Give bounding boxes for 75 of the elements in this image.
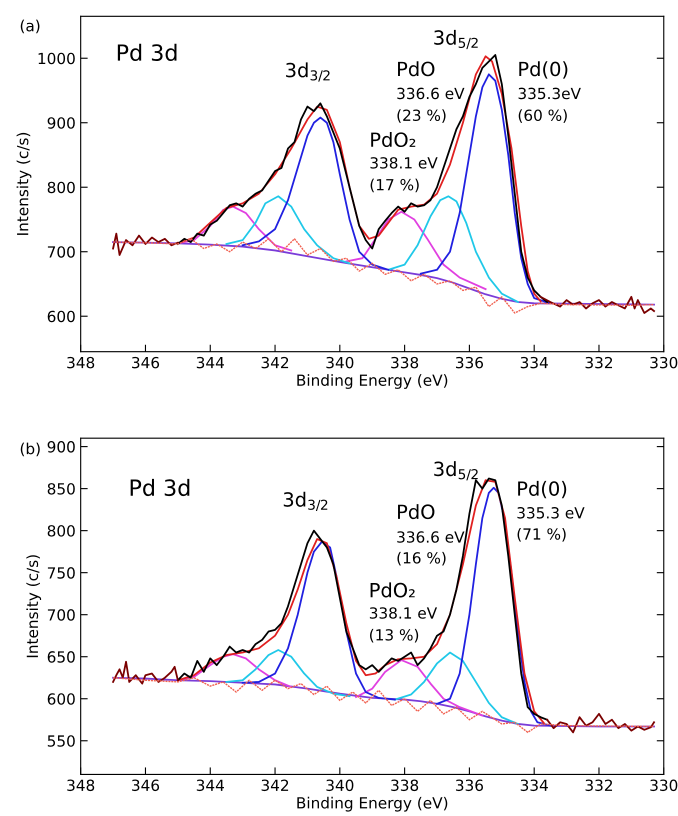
line-series: [112, 660, 179, 685]
y-tick-label: 700: [48, 609, 75, 621]
annotation: (17 %): [370, 178, 419, 192]
annotation: 335.3eV: [518, 88, 581, 100]
line-series: [355, 659, 484, 716]
x-tick-label: 330: [650, 780, 678, 792]
x-tick-label: 346: [132, 356, 160, 368]
x-tick-label: 334: [520, 356, 548, 368]
annotation: 3d$_{3/2}$: [286, 62, 330, 82]
x-tick-label: 338: [391, 356, 418, 368]
text: (b): [20, 442, 40, 456]
annotation: 338.1 eV: [370, 607, 438, 619]
annotation: Pd 3d: [130, 478, 190, 496]
y-tick-label: 900: [48, 441, 75, 453]
line-series: [540, 296, 655, 314]
line-series: [345, 210, 487, 290]
y-tick-label: 600: [48, 310, 75, 322]
y-tick-label: 800: [48, 182, 75, 194]
annotation: (23 %): [397, 109, 446, 123]
x-tick-label: 338: [391, 780, 418, 792]
x-tick-label: 348: [67, 356, 94, 368]
annotation: PdO₂: [370, 582, 415, 598]
x-tick-label: 344: [196, 356, 224, 368]
x-tick-label: 330: [650, 356, 678, 368]
y-tick-label: 600: [48, 693, 75, 705]
line-series: [112, 232, 179, 256]
x-tick-label: 342: [262, 780, 288, 792]
x-tick-label: 344: [196, 780, 224, 792]
annotation: (60 %): [518, 109, 567, 123]
annotation: PdO₂: [371, 132, 416, 148]
line-series: [176, 653, 292, 688]
line-series: [226, 649, 350, 698]
annotation: 336.6 eV: [397, 531, 464, 543]
y-tick-label: 1000: [38, 52, 75, 64]
x-tick-label: 340: [326, 780, 354, 792]
x-tick-label: 340: [326, 356, 354, 368]
annotation: 3d$_{3/2}$: [284, 492, 328, 511]
y-tick-label: 900: [48, 117, 75, 129]
annotation: PdO: [398, 61, 434, 76]
x-tick-label: 346: [132, 780, 160, 792]
annotation: 336.6 eV: [397, 88, 464, 100]
annotation: (13 %): [370, 628, 418, 642]
x-axis-title: Binding Energy (eV): [297, 796, 448, 812]
y-tick-label: 550: [48, 735, 75, 747]
x-tick-label: 334: [520, 780, 548, 792]
line-series: [226, 195, 350, 264]
y-axis-title: Intensity (c/s): [26, 555, 42, 658]
annotation: PdO: [398, 504, 434, 520]
y-tick-label: 850: [48, 483, 75, 495]
line-series: [388, 195, 519, 303]
annotation: Pd(0): [519, 61, 568, 79]
y-tick-label: 800: [48, 525, 75, 537]
x-tick-label: 342: [262, 356, 288, 368]
annotation: (16 %): [397, 552, 446, 566]
line-series: [394, 652, 519, 725]
x-tick-label: 336: [456, 356, 484, 368]
annotation: 335.3 eV: [517, 507, 585, 519]
annotation: 338.1 eV: [370, 157, 438, 169]
annotation: Pd(0): [518, 480, 566, 498]
line-series: [546, 712, 655, 734]
x-tick-label: 348: [67, 780, 94, 792]
annotation: (71 %): [518, 528, 566, 542]
y-tick-label: 750: [48, 567, 75, 579]
y-tick-label: 700: [48, 246, 75, 258]
x-tick-label: 336: [456, 780, 484, 792]
x-tick-label: 332: [586, 780, 612, 792]
line-series: [176, 206, 292, 252]
annotation: 3d$_{5/2}$: [434, 30, 478, 50]
x-axis-title: Binding Energy (eV): [297, 374, 448, 389]
y-tick-label: 650: [48, 651, 75, 663]
annotation: 3d$_{5/2}$: [434, 461, 478, 480]
annotation: Pd 3d: [118, 44, 176, 61]
y-axis-title: Intensity (c/s): [16, 132, 32, 235]
text: (a): [20, 20, 40, 34]
x-tick-label: 332: [586, 356, 612, 368]
